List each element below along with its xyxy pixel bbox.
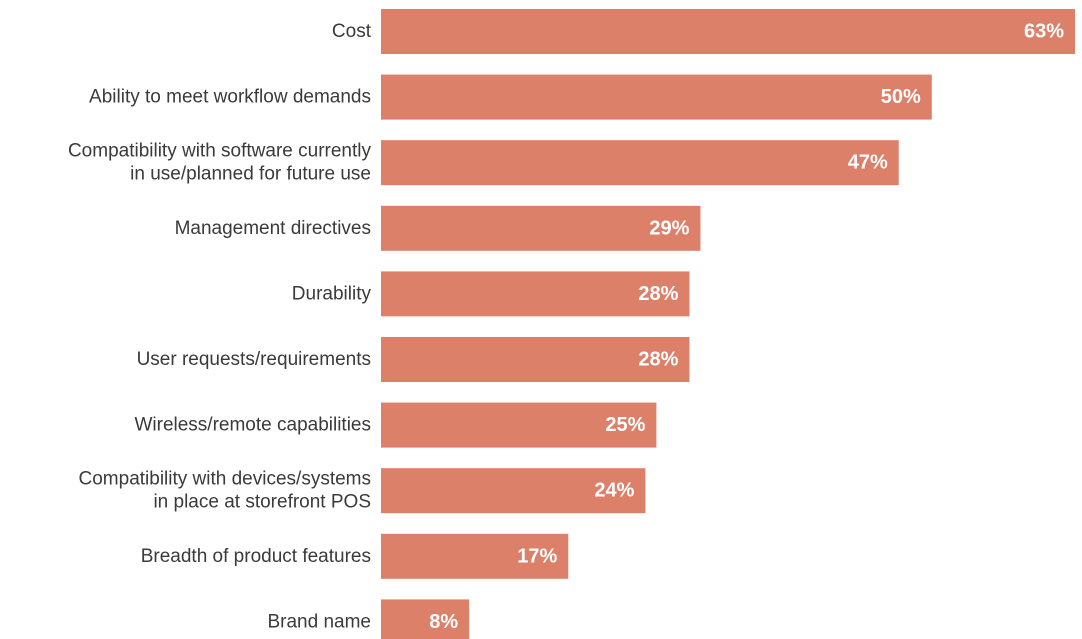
bar-value-label: 29% (649, 217, 689, 239)
bar (381, 599, 470, 639)
bar-row: 24% Compatibility with devices/systems in … (79, 468, 646, 514)
bar-row: 25% Wireless/remote capabilities (134, 402, 657, 448)
bar (381, 140, 899, 186)
category-label-line: in place at storefront POS (153, 492, 371, 513)
category-label: Compatibility with software currently in … (68, 141, 372, 185)
category-label: User requests/requirements (137, 349, 371, 370)
bar (381, 205, 701, 251)
bar (381, 468, 646, 514)
category-label: Durability (292, 283, 372, 304)
bar-row: 17% Breadth of product features (141, 533, 569, 579)
category-label-line: Compatibility with devices/systems (79, 469, 371, 490)
bar-value-label: 50% (881, 86, 921, 108)
category-label: Breadth of product features (141, 546, 371, 567)
bar-value-label: 8% (429, 611, 458, 633)
category-label-line: Cost (332, 21, 372, 42)
bar-row: 47% Compatibility with software currently… (68, 140, 899, 186)
bar (381, 271, 690, 317)
category-label: Brand name (267, 611, 371, 632)
category-label-line: Brand name (267, 611, 371, 632)
category-label-line: Compatibility with software currently (68, 141, 372, 162)
bar (381, 533, 569, 579)
category-label-line: Breadth of product features (141, 546, 371, 567)
bar-row: 29% Management directives (175, 205, 701, 251)
bar-row: 63% Cost (332, 9, 1075, 54)
bar-row: 28% User requests/requirements (137, 337, 690, 382)
bar-value-label: 25% (605, 414, 645, 436)
bar (381, 337, 690, 382)
category-label-line: Management directives (175, 218, 371, 239)
bar-value-label: 28% (638, 349, 678, 371)
category-label: Management directives (175, 218, 371, 239)
bar-value-label: 63% (1024, 21, 1064, 43)
category-label: Ability to meet workflow demands (89, 87, 371, 108)
bar-row: 50% Ability to meet workflow demands (89, 74, 932, 120)
bar-value-label: 24% (594, 480, 634, 502)
category-label-line: Ability to meet workflow demands (89, 87, 371, 108)
category-label: Compatibility with devices/systems in pla… (79, 469, 371, 513)
bar-value-label: 47% (848, 152, 888, 174)
bar-value-label: 28% (638, 283, 678, 305)
category-label-line: Wireless/remote capabilities (134, 415, 371, 436)
bar (381, 402, 657, 448)
bar-value-label: 17% (517, 545, 557, 567)
bar-row: 28% Durability (292, 271, 690, 317)
bar (381, 74, 932, 120)
category-label-line: in use/planned for future use (130, 164, 371, 185)
category-label: Cost (332, 21, 372, 42)
category-label-line: Durability (292, 283, 372, 304)
category-label-line: User requests/requirements (137, 349, 371, 370)
bar-row: 8% Brand name (267, 599, 470, 639)
bar (381, 9, 1075, 54)
category-label: Wireless/remote capabilities (134, 415, 371, 436)
